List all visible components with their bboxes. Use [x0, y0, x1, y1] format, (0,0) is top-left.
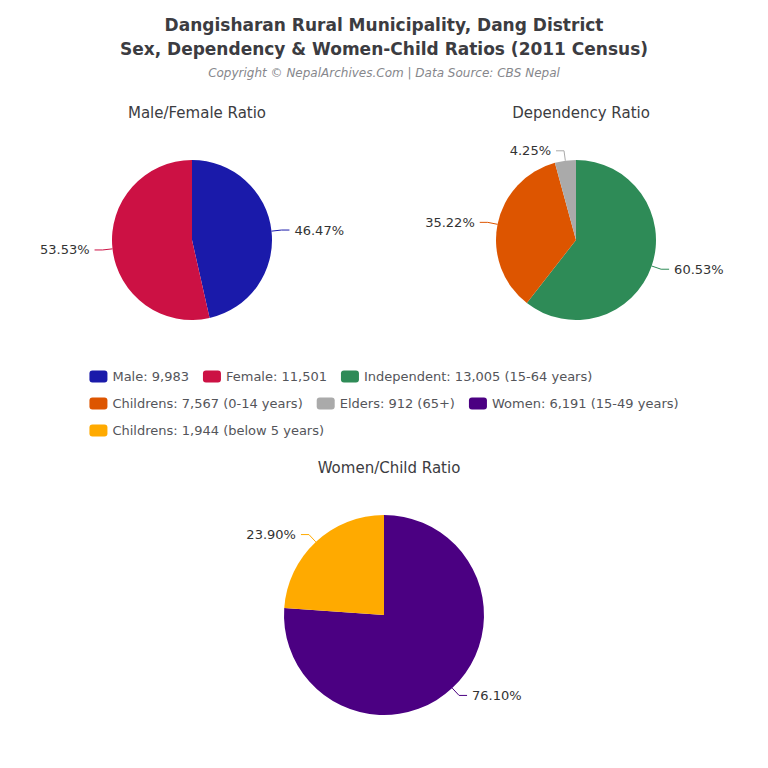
svg-text:76.10%: 76.10% — [472, 688, 522, 703]
svg-text:23.90%: 23.90% — [246, 527, 296, 542]
svg-text:Dangisharan Rural Municipality: Dangisharan Rural Municipality, Dang Dis… — [165, 15, 604, 35]
svg-text:46.47%: 46.47% — [294, 223, 344, 238]
svg-text:Male: 9,983: Male: 9,983 — [112, 369, 189, 384]
svg-text:4.25%: 4.25% — [510, 143, 551, 158]
svg-text:Women: 6,191 (15-49 years): Women: 6,191 (15-49 years) — [492, 396, 679, 411]
svg-text:Childrens: 1,944 (below 5 year: Childrens: 1,944 (below 5 years) — [112, 423, 324, 438]
svg-text:Copyright © NepalArchives.Com: Copyright © NepalArchives.Com | Data Sou… — [208, 66, 560, 80]
svg-text:Elders: 912 (65+): Elders: 912 (65+) — [340, 396, 455, 411]
svg-text:53.53%: 53.53% — [40, 242, 90, 257]
svg-text:Sex, Dependency & Women-Child: Sex, Dependency & Women-Child Ratios (20… — [120, 39, 648, 59]
svg-text:Female: 11,501: Female: 11,501 — [226, 369, 327, 384]
svg-text:Independent: 13,005 (15-64 yea: Independent: 13,005 (15-64 years) — [364, 369, 592, 384]
svg-text:35.22%: 35.22% — [425, 215, 475, 230]
svg-text:Childrens: 7,567 (0-14 years): Childrens: 7,567 (0-14 years) — [112, 396, 302, 411]
svg-text:60.53%: 60.53% — [674, 262, 724, 277]
svg-text:Dependency Ratio: Dependency Ratio — [512, 104, 650, 122]
svg-text:Women/Child Ratio: Women/Child Ratio — [318, 459, 461, 477]
svg-text:Male/Female Ratio: Male/Female Ratio — [128, 104, 266, 122]
